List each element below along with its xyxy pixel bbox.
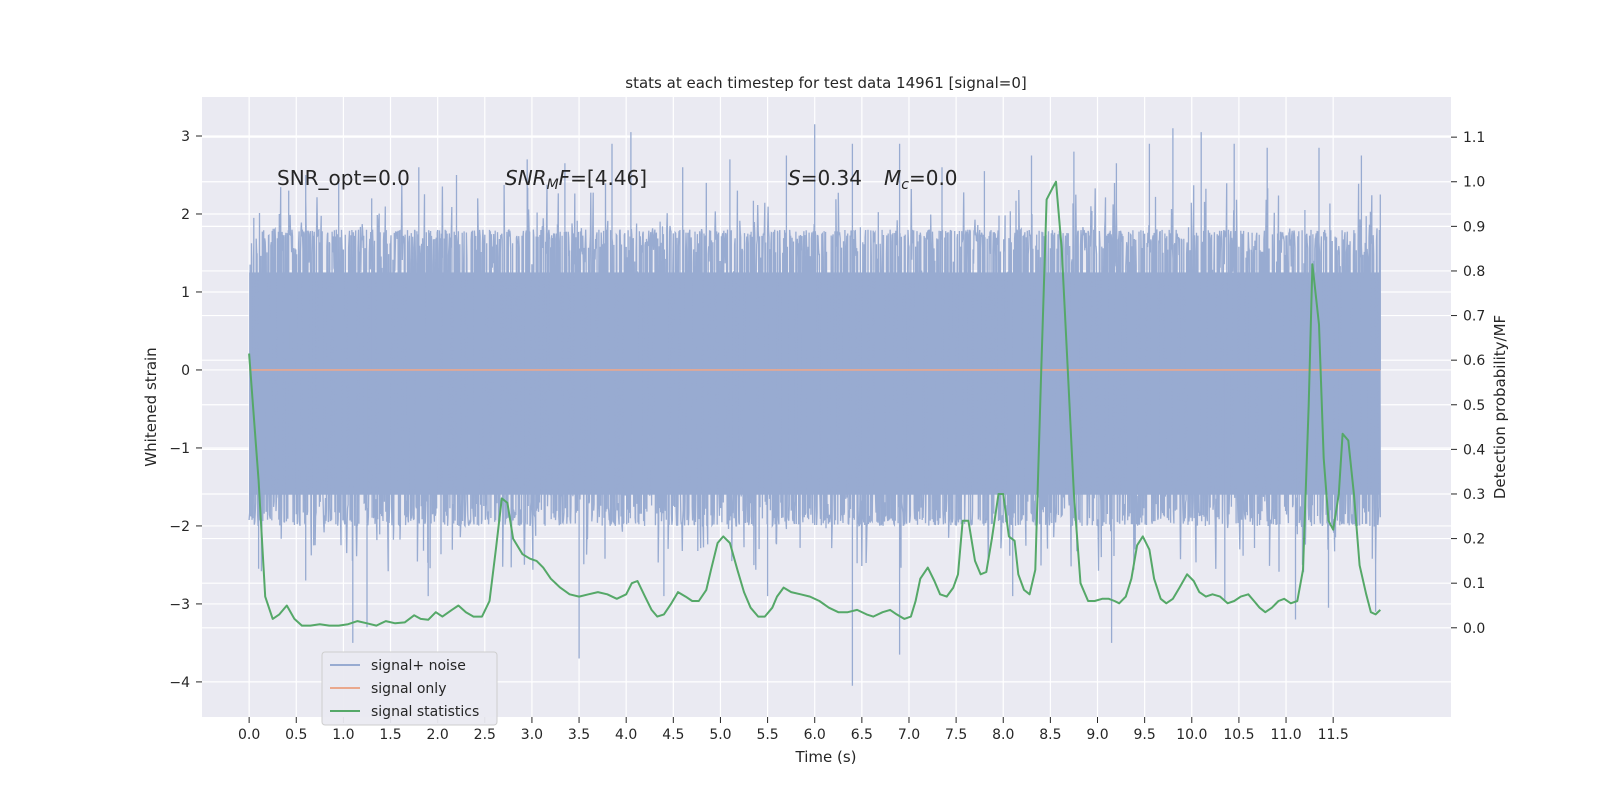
- x-tick-label: 5.0: [709, 727, 731, 743]
- annotation-snr-mf: SNRMF=[4.46]: [505, 166, 647, 193]
- x-tick-label: 3.0: [521, 727, 543, 743]
- x-tick-label: 3.5: [568, 727, 590, 743]
- y-axis-ticks: 3 2 1 0 −1 −2 −3 −4: [169, 129, 202, 691]
- x-tick-label: 2.5: [474, 727, 496, 743]
- y2-tick-label: 0.8: [1463, 264, 1485, 280]
- x-tick-label: 6.5: [851, 727, 873, 743]
- y2-tick-label: 0.0: [1463, 621, 1485, 637]
- y-tick-label: −4: [169, 675, 190, 691]
- x-tick-label: 9.5: [1134, 727, 1156, 743]
- y-tick-label: −2: [169, 519, 190, 535]
- x-tick-label: 1.0: [332, 727, 354, 743]
- y-tick-label: −1: [169, 441, 190, 457]
- y-tick-label: −3: [169, 597, 190, 613]
- x-tick-label: 9.0: [1086, 727, 1108, 743]
- legend: signal+ noise signal only signal statist…: [321, 651, 498, 726]
- annotation-s: S=0.34: [788, 166, 862, 190]
- x-tick-label: 8.0: [992, 727, 1014, 743]
- x-tick-label: 8.5: [1039, 727, 1061, 743]
- annotation-mc: Mc=0.0: [884, 166, 958, 193]
- chart-title: stats at each timestep for test data 149…: [625, 74, 1026, 92]
- x-tick-label: 6.0: [804, 727, 826, 743]
- x-tick-label: 4.5: [662, 727, 684, 743]
- y2-tick-label: 1.0: [1463, 175, 1485, 191]
- y2-tick-label: 1.1: [1463, 130, 1485, 146]
- x-tick-label: 0.0: [238, 727, 260, 743]
- x-tick-label: 2.0: [427, 727, 449, 743]
- legend-box: [321, 651, 498, 726]
- signal-statistics-line: [248, 180, 1381, 627]
- y2-tick-label: 0.3: [1463, 487, 1485, 503]
- series-signal-noise: [248, 124, 1381, 686]
- y-tick-label: 1: [181, 285, 190, 301]
- y2-tick-label: 0.6: [1463, 353, 1485, 369]
- y-tick-label: 2: [181, 207, 190, 223]
- y2-tick-label: 0.7: [1463, 309, 1485, 325]
- legend-label-signal-noise: signal+ noise: [371, 658, 466, 674]
- y-tick-label: 0: [181, 363, 190, 379]
- y-tick-label: 3: [181, 129, 190, 145]
- series-signal-statistics: [248, 180, 1381, 627]
- x-tick-label: 7.0: [898, 727, 920, 743]
- y2-tick-label: 0.5: [1463, 398, 1485, 414]
- x-axis-label: Time (s): [795, 748, 857, 766]
- x-axis-ticks: 0.0 0.5 1.0 1.5 2.0 2.5 3.0 3.5 4.0 4.5 5.0 5.5 6.0 6…: [238, 717, 1349, 743]
- y2-tick-label: 0.9: [1463, 219, 1485, 235]
- x-tick-label: 11.5: [1318, 727, 1349, 743]
- x-tick-label: 0.5: [285, 727, 307, 743]
- x-tick-label: 4.0: [615, 727, 637, 743]
- y2-tick-label: 0.4: [1463, 442, 1485, 458]
- y2-tick-label: 0.1: [1463, 576, 1485, 592]
- annotation-snr-opt: SNR_opt=0.0: [277, 166, 410, 190]
- x-tick-label: 1.5: [379, 727, 401, 743]
- x-tick-label: 10.0: [1176, 727, 1207, 743]
- x-tick-label: 11.0: [1270, 727, 1301, 743]
- y-axis-label: Whitened strain: [142, 347, 160, 466]
- x-tick-label: 7.5: [945, 727, 967, 743]
- legend-label-signal-statistics: signal statistics: [371, 704, 479, 720]
- y2-axis-label: Detection probability/MF: [1491, 315, 1509, 499]
- legend-label-signal-only: signal only: [371, 681, 446, 697]
- y2-axis-ticks: 1.1 1.0 0.9 0.8 0.7 0.6 0.5 0.4 0.3 0.2 0.1 0.0: [1451, 130, 1485, 637]
- x-tick-label: 5.5: [756, 727, 778, 743]
- y2-tick-label: 0.2: [1463, 532, 1485, 548]
- x-tick-label: 10.5: [1223, 727, 1254, 743]
